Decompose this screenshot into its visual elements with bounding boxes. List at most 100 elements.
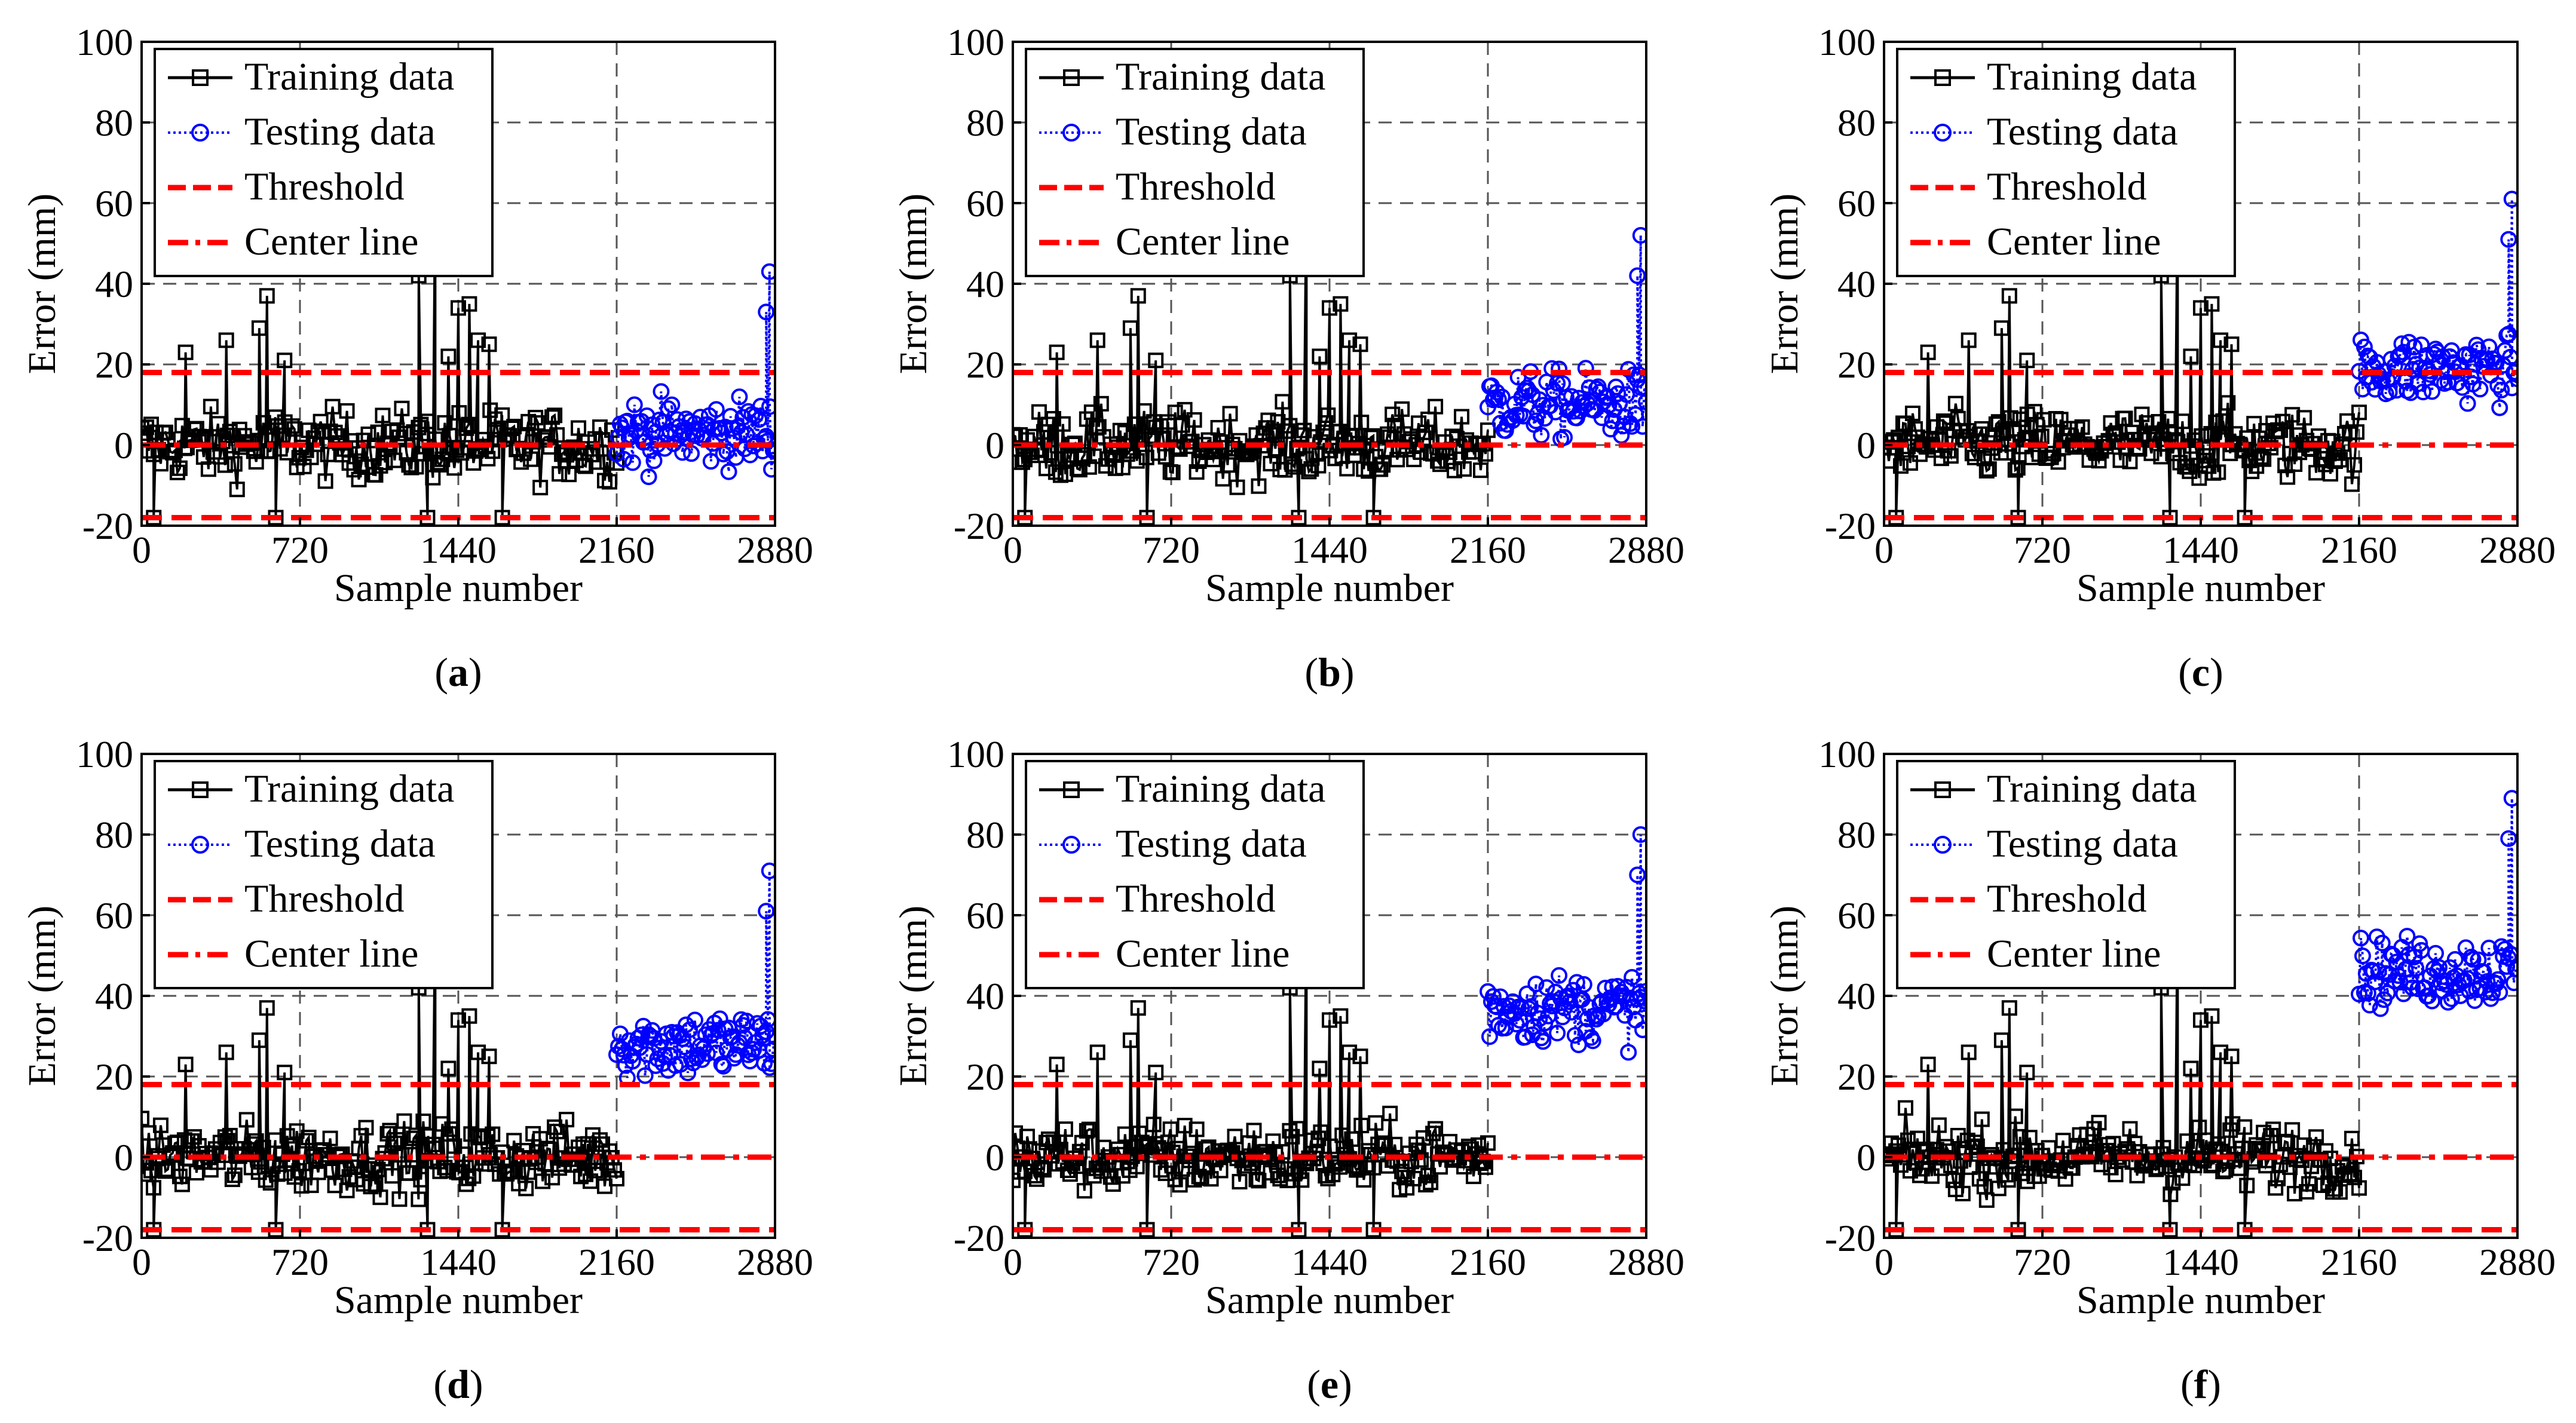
training-data-point: [1081, 459, 1097, 475]
legend-marker-training: [192, 781, 209, 798]
training-data-point: [1091, 419, 1107, 435]
y-tick-label: 80: [95, 814, 133, 856]
y-tick-label: 100: [76, 21, 133, 63]
training-data-point: [482, 402, 498, 418]
legend: Training data Testing data Threshold Center…: [1025, 760, 1365, 989]
testing-data-point: [758, 903, 775, 920]
testing-data-point: [761, 1059, 775, 1076]
training-data-point: [2296, 410, 2312, 426]
training-data-point: [1955, 1185, 1971, 1201]
training-data-point: [1289, 1121, 1305, 1137]
testing-data-point: [2399, 928, 2416, 945]
testing-data-point: [702, 453, 719, 470]
x-tick-label: 1440: [420, 1241, 497, 1283]
training-data-point: [2215, 413, 2231, 429]
testing-data-point: [1634, 1021, 1646, 1038]
legend-label-training: Training data: [1987, 55, 2197, 99]
training-data-point: [1456, 461, 1472, 477]
training-data-point: [1356, 1171, 1372, 1188]
training-data-point: [377, 455, 393, 471]
x-tick-label: 720: [1142, 1241, 1200, 1283]
x-axis-label: Sample number: [334, 1278, 583, 1322]
training-data-point: [2351, 1180, 2367, 1196]
training-data-point: [1045, 411, 1061, 427]
training-data-point: [1033, 442, 1049, 458]
y-tick-label: 40: [95, 263, 133, 305]
training-data-point: [2019, 1065, 2035, 1081]
testing-data-point: [2379, 985, 2396, 1002]
training-data-point: [461, 296, 477, 312]
training-data-point: [1416, 1130, 1432, 1146]
training-data-point: [389, 1131, 405, 1148]
training-data-point: [1978, 1192, 1995, 1208]
training-data-point: [2347, 1170, 2363, 1186]
testing-data-point: [2424, 383, 2441, 400]
legend: Training data Testing data Threshold Center…: [154, 48, 494, 277]
testing-data-point: [1636, 992, 1646, 1010]
training-data-point: [1344, 1131, 1360, 1147]
training-data-point: [1129, 1158, 1145, 1174]
training-data-point: [1967, 1134, 1983, 1151]
training-data-point: [394, 400, 410, 416]
training-data-point: [1057, 1121, 1073, 1137]
training-data-point: [1251, 1173, 1267, 1189]
y-tick-label: 20: [1837, 344, 1876, 386]
training-data-point: [1320, 1170, 1336, 1186]
panel-caption: (b): [1304, 649, 1354, 695]
testing-data-point: [2507, 363, 2517, 381]
x-tick-label: 2160: [1450, 529, 1526, 571]
y-axis-label: Error (mm): [892, 194, 935, 374]
legend-box: [1896, 48, 2236, 277]
training-data-point: [2112, 452, 2128, 468]
testing-data-point: [645, 452, 663, 470]
testing-data-point: [761, 398, 775, 415]
x-axis-label: Sample number: [1205, 1278, 1454, 1322]
x-tick-label: 0: [132, 529, 151, 571]
y-tick-label: 20: [966, 344, 1004, 386]
legend-marker-testing: [1934, 124, 1952, 142]
training-data-point: [143, 416, 159, 433]
training-data-point: [363, 1179, 379, 1195]
testing-data-point: [720, 463, 737, 480]
testing-data-point: [1527, 976, 1545, 993]
testing-data-point: [767, 1028, 775, 1045]
training-data-point: [363, 446, 379, 462]
training-data-point: [513, 454, 529, 470]
testing-data-point: [2352, 930, 2369, 947]
y-tick-label: 40: [95, 975, 133, 1017]
x-tick-label: 2880: [737, 529, 813, 571]
training-data-point: [430, 455, 446, 471]
y-tick-label: 100: [76, 733, 133, 775]
training-data-point: [2193, 300, 2209, 316]
training-data-point: [1122, 320, 1138, 336]
y-axis-label: Error (mm): [20, 906, 64, 1086]
testing-data-point: [1629, 866, 1646, 884]
training-data-point: [1950, 1128, 1966, 1144]
training-data-point: [2213, 1044, 2229, 1060]
training-data-point: [2069, 421, 2085, 437]
legend-label-center-line: Center line: [1116, 932, 1289, 976]
testing-data-point: [759, 1011, 775, 1028]
training-data-point: [523, 451, 539, 467]
testing-data-point: [2415, 384, 2432, 401]
testing-data-point: [2454, 379, 2471, 396]
training-data-point: [1394, 401, 1410, 417]
training-data-point: [1352, 1048, 1368, 1065]
training-data-point: [518, 1180, 534, 1197]
legend-box: [154, 760, 494, 989]
panel-caption: (c): [2178, 649, 2223, 695]
training-data-point: [2268, 1180, 2284, 1196]
testing-data-point: [1632, 227, 1646, 244]
training-data-point: [2050, 454, 2066, 470]
y-axis-label: Error (mm): [892, 906, 935, 1086]
training-data-point: [2179, 459, 2195, 475]
x-tick-label: 2160: [578, 529, 655, 571]
training-data-point: [1130, 288, 1146, 304]
testing-data-point: [2480, 338, 2498, 355]
training-data-point: [2284, 1122, 2301, 1138]
y-tick-label: 20: [95, 344, 133, 386]
training-data-point: [1428, 1121, 1444, 1137]
y-tick-label: 60: [1837, 182, 1876, 225]
